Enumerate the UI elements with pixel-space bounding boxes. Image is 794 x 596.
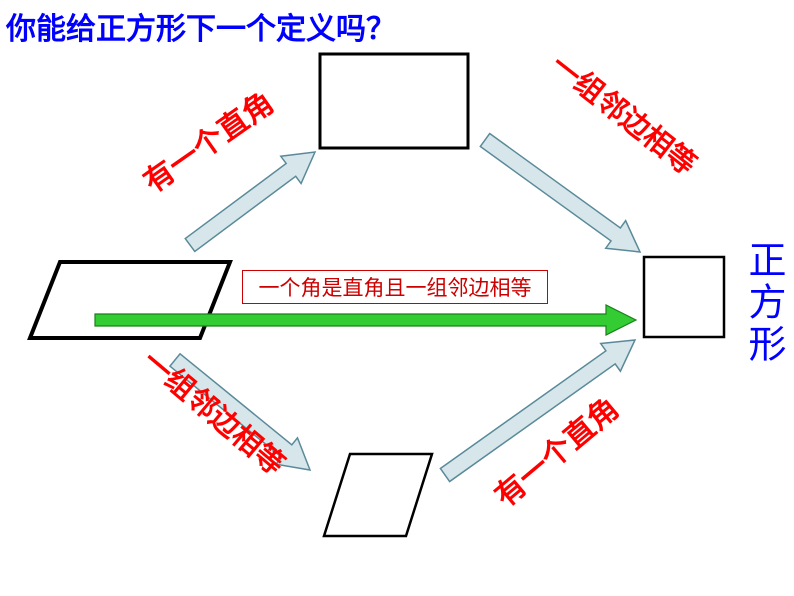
page-title: 你能给正方形下一个定义吗？ — [6, 4, 396, 48]
square-shape — [644, 257, 724, 337]
edge-label: 一组邻边相等 — [135, 339, 295, 483]
edge-label: 有一个直角 — [133, 79, 281, 201]
rectangle-shape — [320, 54, 468, 148]
center-condition-text: 一个角是直角且一组邻边相等 — [259, 276, 532, 300]
arrow-rect_to_sq — [475, 126, 650, 266]
result-square-label: 正方形 — [736, 240, 791, 366]
arrow-p_to_sq — [95, 305, 636, 335]
center-condition-box: 一个角是直角且一组邻边相等 — [242, 270, 548, 304]
edge-label: 有一个直角 — [483, 385, 626, 515]
rhombus-shape — [324, 454, 432, 536]
edge-label: 一组邻边相等 — [544, 43, 707, 183]
parallelogram-shape — [30, 262, 230, 338]
